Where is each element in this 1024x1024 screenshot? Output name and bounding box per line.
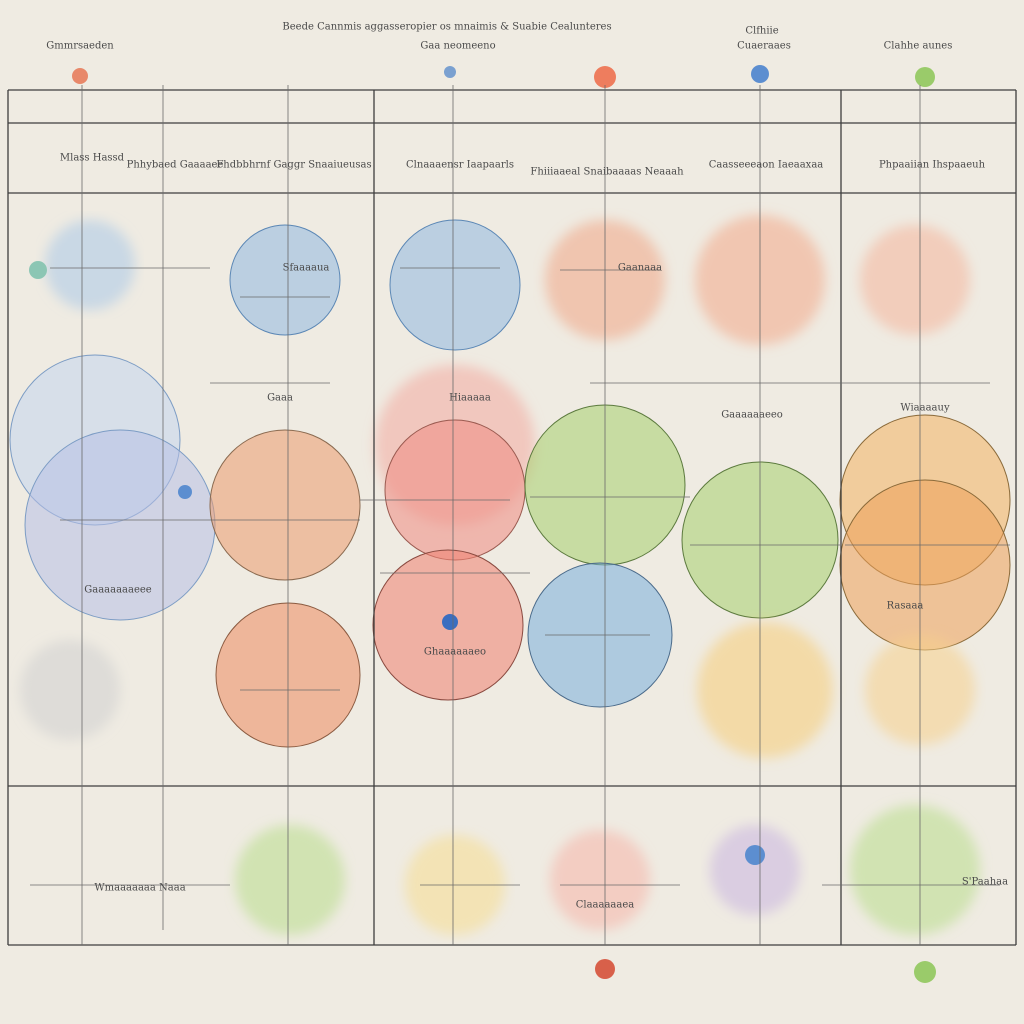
shape bbox=[860, 225, 970, 335]
shape bbox=[751, 65, 769, 83]
annotation: Gaaa bbox=[267, 393, 293, 404]
shape bbox=[442, 614, 458, 630]
annotation: Wmaaaaaaa Naaa bbox=[94, 883, 185, 894]
shape bbox=[178, 485, 192, 499]
grid-frame bbox=[7, 89, 1017, 946]
header-label: Clfhiie bbox=[745, 26, 778, 37]
annotation: Gaaaaaaeeo bbox=[721, 410, 783, 421]
shape bbox=[914, 961, 936, 983]
dots bbox=[29, 65, 936, 983]
shape bbox=[209, 429, 361, 581]
shape bbox=[389, 219, 521, 351]
annotation: Rasaaa bbox=[887, 601, 924, 612]
shape bbox=[384, 419, 526, 561]
shape bbox=[745, 845, 765, 865]
annotation: Gaanaaa bbox=[618, 263, 662, 274]
shape bbox=[710, 825, 800, 915]
column-header: Phpaaiian Ihspaaeuh bbox=[879, 160, 986, 171]
annotation: Sfaaaaua bbox=[283, 263, 330, 274]
shape bbox=[235, 825, 345, 935]
title: Beede Cannmis aggasseropier os mnaimis &… bbox=[282, 22, 611, 33]
shape bbox=[20, 640, 120, 740]
shape bbox=[550, 830, 650, 930]
guide-lines bbox=[30, 85, 1010, 945]
annotation: Ghaaaaaaeo bbox=[424, 647, 486, 658]
shape bbox=[229, 224, 341, 336]
shape bbox=[444, 66, 456, 78]
annotation: Hiaaaaa bbox=[449, 393, 491, 404]
shape bbox=[915, 67, 935, 87]
shape bbox=[594, 66, 616, 88]
column-header: Clnaaaensr Iaapaarls bbox=[406, 160, 514, 171]
column-header: Fhiiiaaeal Snaibaaaas Neaaah bbox=[530, 167, 684, 178]
annotation: Gaaaaaaaeee bbox=[84, 585, 152, 596]
column-header: Mlass Hassd bbox=[60, 153, 125, 164]
header-label: Gaa neomeeno bbox=[420, 41, 495, 52]
shape bbox=[595, 959, 615, 979]
shape bbox=[850, 805, 980, 935]
header-label: Gmmrsaeden bbox=[46, 41, 114, 52]
header-label: Clahhe aunes bbox=[884, 41, 953, 52]
annotations: Gaaa Hiaaaaa Wiaaaauy Gaaaaaaeeo Ghaaaaa… bbox=[84, 263, 1008, 911]
annotation: Wiaaaauy bbox=[900, 403, 950, 414]
annotation: S'Paahaa bbox=[962, 877, 1008, 888]
column-header: Phhybaed Gaaaaee bbox=[127, 160, 224, 171]
shape bbox=[697, 622, 833, 758]
shape bbox=[839, 479, 1011, 651]
column-header: Caasseeeaon Iaeaaxaa bbox=[709, 160, 824, 171]
column-header: Fhdbbhrnf Gaggr Snaaiueusas bbox=[216, 160, 371, 171]
shape bbox=[45, 220, 135, 310]
annotation: Claaaaaaea bbox=[576, 900, 635, 911]
shape bbox=[72, 68, 88, 84]
header-label: Cuaeraaes bbox=[737, 41, 791, 52]
column-headers: Mlass Hassd Phhybaed Gaaaaee Fhdbbhrnf G… bbox=[60, 153, 986, 178]
shape bbox=[29, 261, 47, 279]
